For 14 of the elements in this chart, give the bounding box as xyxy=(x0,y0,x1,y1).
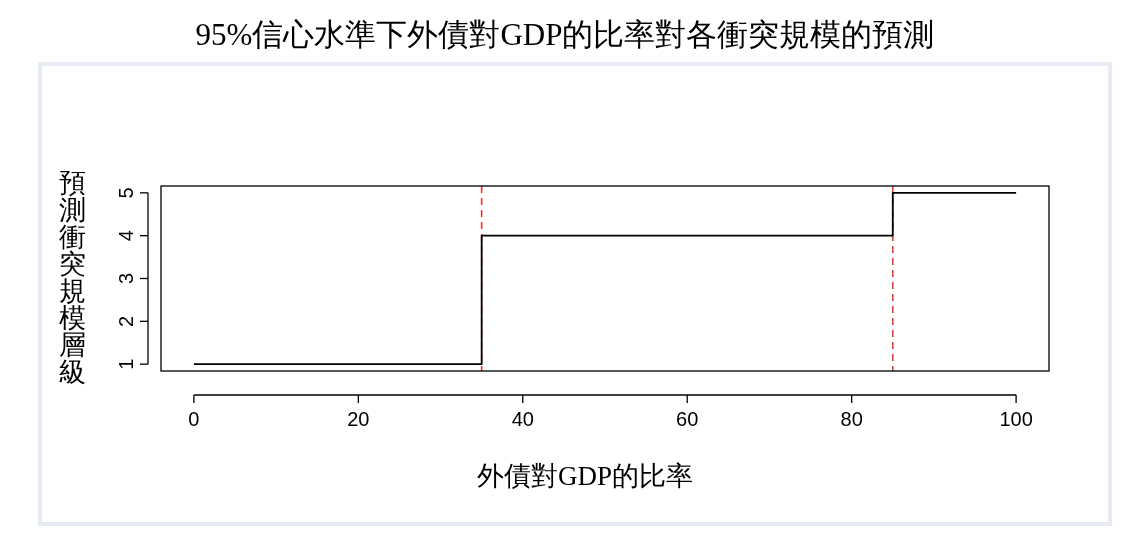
y-tick-label: 5 xyxy=(115,187,137,199)
y-tick-label: 2 xyxy=(115,315,137,327)
x-tick-label: 80 xyxy=(840,408,863,430)
x-tick-label: 60 xyxy=(676,408,699,430)
chart-title: 95%信心水準下外債對GDP的比率對各衝突規模的預測 xyxy=(195,17,935,52)
y-tick-label: 4 xyxy=(115,230,137,242)
y-tick-label: 3 xyxy=(115,272,137,285)
x-tick-label: 0 xyxy=(188,408,200,430)
y-tick-label: 1 xyxy=(115,358,137,370)
x-tick-label: 20 xyxy=(347,408,370,430)
x-axis-title: 外債對GDP的比率 xyxy=(476,461,694,491)
x-tick-label: 100 xyxy=(999,408,1033,430)
y-axis-title: 預測衝突規模層級 xyxy=(58,168,86,387)
x-tick-label: 40 xyxy=(511,408,534,430)
